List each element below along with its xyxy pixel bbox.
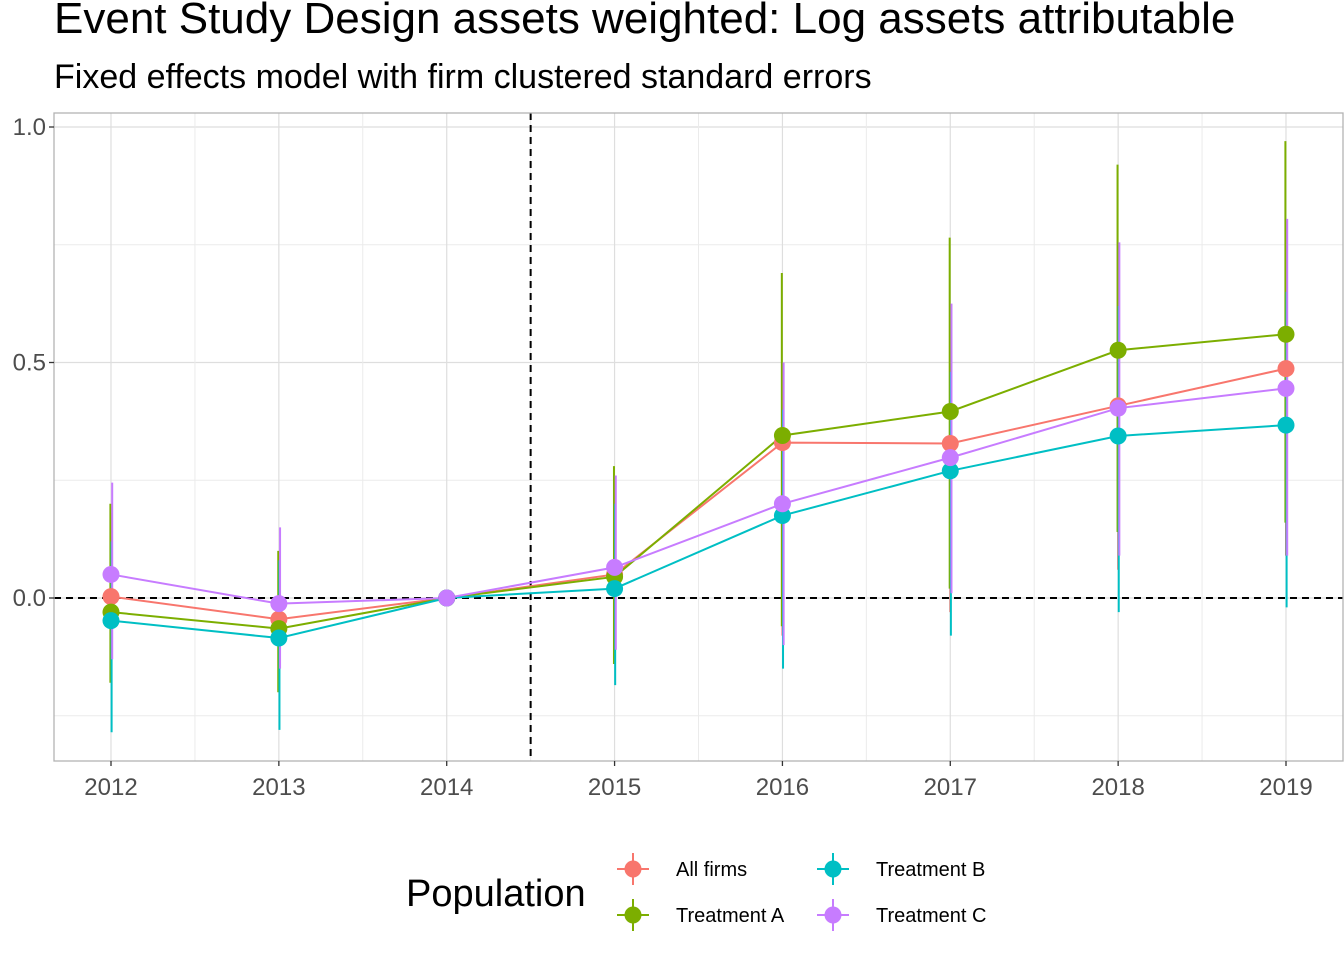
legend-item-treatment-c: Treatment C	[817, 899, 986, 931]
series-line-treatment-a	[110, 333, 1287, 630]
plot-frame	[53, 112, 1344, 762]
x-tick-label: 2014	[420, 774, 473, 801]
legend-label: Treatment A	[676, 905, 785, 927]
x-tick-label: 2018	[1091, 774, 1144, 801]
data-point-treatment-c	[1277, 379, 1295, 397]
data-point-treatment-c	[438, 589, 456, 607]
legend-key-point	[824, 906, 842, 924]
legend-item-treatment-a: Treatment A	[617, 899, 785, 931]
series-line-all-firms	[110, 367, 1287, 621]
data-point-treatment-a	[1277, 325, 1295, 343]
legend-item-all-firms: All firms	[617, 853, 747, 885]
series-points	[102, 325, 1295, 647]
reference-lines	[54, 113, 1343, 761]
y-tick-label: 0.0	[13, 585, 46, 612]
series-lines	[110, 333, 1287, 640]
data-point-treatment-c	[1109, 399, 1127, 417]
data-point-treatment-b	[606, 580, 624, 598]
y-tick-label: 1.0	[13, 114, 46, 141]
data-point-treatment-c	[102, 565, 120, 583]
data-point-all-firms	[102, 588, 120, 606]
data-point-treatment-b	[941, 462, 959, 480]
data-point-treatment-a	[941, 402, 959, 420]
data-point-treatment-a	[1109, 341, 1127, 359]
legend-item-treatment-b: Treatment B	[817, 853, 985, 885]
axis-labels: 0.0 0.5 1.0 2012 2013 2014 2015 2016 2017 2018 201…	[13, 114, 1313, 801]
data-point-treatment-b	[1277, 416, 1295, 434]
legend-key-point	[624, 906, 642, 924]
series-line-treatment-c	[110, 387, 1287, 605]
data-point-treatment-b	[270, 629, 288, 647]
data-point-treatment-c	[941, 449, 959, 467]
plot-panel-border	[53, 112, 1344, 762]
data-point-treatment-c	[773, 495, 791, 513]
x-tick-label: 2017	[924, 774, 977, 801]
x-tick-label: 2019	[1259, 774, 1312, 801]
legend-key-point	[824, 860, 842, 878]
data-point-treatment-b	[773, 507, 791, 525]
x-tick-label: 2015	[588, 774, 641, 801]
data-point-treatment-b	[102, 612, 120, 630]
grid-lines	[54, 113, 1343, 761]
legend-label: Treatment B	[876, 859, 985, 881]
legend-label: All firms	[676, 859, 747, 881]
data-point-treatment-b	[1109, 427, 1127, 445]
x-tick-label: 2012	[84, 774, 137, 801]
x-tick-label: 2016	[756, 774, 809, 801]
legend-title: Population	[406, 873, 586, 915]
series-line-treatment-b	[110, 424, 1287, 640]
y-tick-label: 0.5	[13, 350, 46, 377]
chart-subtitle: Fixed effects model with firm clustered …	[54, 58, 872, 96]
chart-title: Event Study Design assets weighted: Log …	[54, 0, 1236, 43]
legend-key-point	[624, 860, 642, 878]
legend-label: Treatment C	[876, 905, 986, 927]
data-point-all-firms	[1277, 360, 1295, 378]
x-tick-label: 2013	[252, 774, 305, 801]
data-point-all-firms	[941, 435, 959, 453]
data-point-treatment-c	[606, 558, 624, 576]
legend: Population All firms Treatment A Treatment …	[406, 853, 986, 931]
data-point-treatment-a	[773, 427, 791, 445]
data-point-treatment-c	[270, 595, 288, 613]
